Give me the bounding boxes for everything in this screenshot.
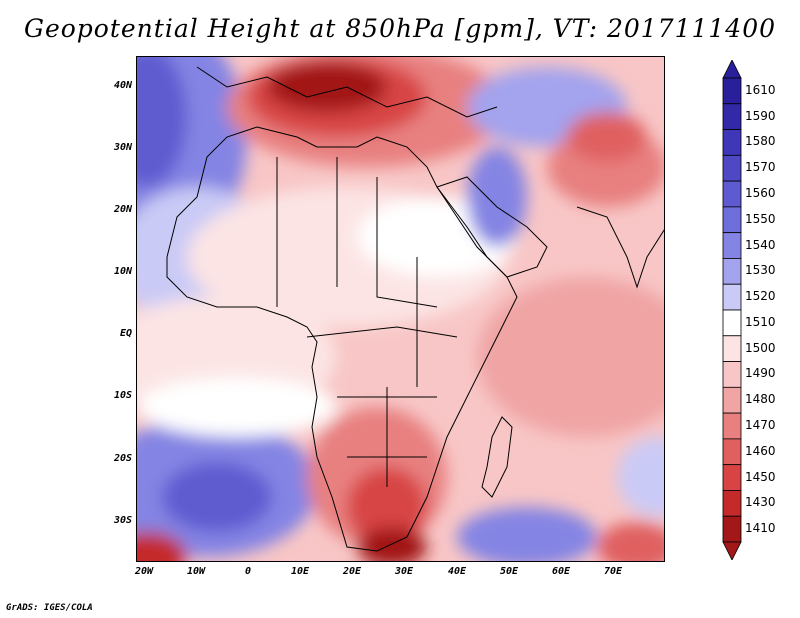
colorbar-swatch <box>722 129 742 156</box>
map-field <box>137 57 664 561</box>
colorbar-swatch <box>722 386 742 414</box>
lon-label-50e: 50E <box>499 566 519 577</box>
coastlines <box>166 66 664 552</box>
colorbar-label: 1480 <box>745 392 776 407</box>
map-panel <box>136 56 665 562</box>
lat-label-20s: 20S <box>113 453 132 464</box>
colorbar-swatch <box>722 438 742 466</box>
lat-label-20n: 20N <box>113 204 132 215</box>
colorbar-label: 1570 <box>745 160 776 175</box>
colorbar-swatch <box>722 103 742 130</box>
colorbar-swatch <box>722 464 742 491</box>
lat-label-30n: 30N <box>113 142 132 153</box>
lon-label-30e: 30E <box>394 566 414 577</box>
colorbar-label: 1490 <box>745 366 776 381</box>
colorbar-swatch <box>722 335 742 362</box>
colorbar-label: 1410 <box>745 521 776 536</box>
colorbar-bottom-arrow <box>722 541 742 560</box>
colorbar-swatch <box>722 258 742 285</box>
colorbar-label: 1520 <box>745 289 776 304</box>
colorbar-top-arrow <box>722 60 742 79</box>
colorbar-swatch <box>722 515 742 543</box>
colorbar-label: 1450 <box>745 469 776 484</box>
colorbar-label: 1560 <box>745 186 776 200</box>
colorbar-swatch <box>722 361 742 388</box>
lon-label-10w: 10W <box>186 566 206 577</box>
colorbar-label: 1510 <box>745 314 776 329</box>
credit-text: GrADS: IGES/COLA <box>6 603 93 613</box>
colorbar-label: 1430 <box>745 495 776 510</box>
lon-label-20e: 20E <box>342 566 362 577</box>
colorbar-label: 1540 <box>745 237 776 252</box>
colorbar-label: 1590 <box>745 108 776 123</box>
lon-label-20w: 20W <box>134 566 154 577</box>
lon-label-60e: 60E <box>551 566 571 577</box>
chart-title: Geopotential Height at 850hPa [gpm], VT:… <box>23 14 777 43</box>
colorbar-swatch <box>722 77 742 105</box>
lon-label-10e: 10E <box>290 566 310 577</box>
colorbar-label: 1580 <box>745 134 776 149</box>
colorbar-label: 1470 <box>745 418 776 432</box>
colorbar-swatch <box>722 232 742 259</box>
colorbar-label: 1500 <box>745 340 776 355</box>
lat-label-eq: EQ <box>119 328 132 339</box>
colorbar-swatch <box>722 206 742 234</box>
colorbar-label: 1530 <box>745 263 776 278</box>
lon-label-0: 0 <box>244 566 252 577</box>
colorbar <box>722 60 742 560</box>
colorbar-swatch <box>722 309 742 337</box>
lat-label-40n: 40N <box>113 80 132 91</box>
colorbar-swatch <box>722 490 742 517</box>
lat-label-10n: 10N <box>113 266 132 277</box>
colorbar-label: 1550 <box>745 211 776 226</box>
lat-label-10s: 10S <box>113 390 132 401</box>
colorbar-label: 1460 <box>745 443 776 458</box>
lat-label-30s: 30S <box>113 515 132 526</box>
colorbar-swatch <box>722 283 742 311</box>
colorbar-label: 1610 <box>745 82 776 97</box>
lon-label-70e: 70E <box>603 566 623 577</box>
lon-label-40e: 40E <box>447 566 467 577</box>
colorbar-swatch <box>722 412 742 440</box>
colorbar-swatch <box>722 154 742 182</box>
colorbar-swatch <box>722 180 742 208</box>
